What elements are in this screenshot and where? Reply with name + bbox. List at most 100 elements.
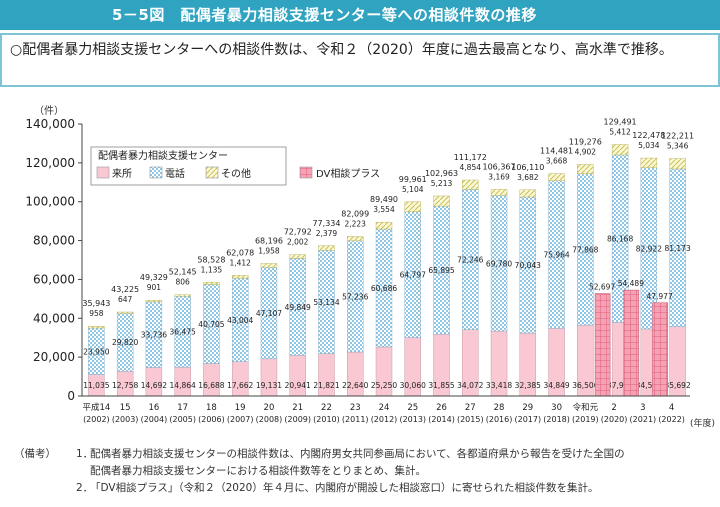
bar-other bbox=[669, 158, 686, 170]
x-tick-label: 22 bbox=[321, 403, 332, 413]
x-tick-year: (2011) bbox=[342, 415, 369, 424]
label-phone: 23,950 bbox=[83, 347, 109, 356]
label-visit: 19,131 bbox=[256, 381, 282, 390]
notes-label: （備考） bbox=[14, 448, 56, 460]
x-tick-year: (2017) bbox=[515, 415, 542, 424]
summary-box: ○配偶者暴力相談支援センターへの相談件数は、令和２（2020）年度に過去最高とな… bbox=[0, 33, 720, 87]
y-axis: 0 20,000 40,000 60,000 80,000 100,000 120,000 1… bbox=[25, 117, 82, 403]
bar-visit bbox=[203, 363, 220, 397]
bar-other bbox=[640, 157, 658, 169]
legend-swatch-visit bbox=[96, 166, 110, 179]
label-visit: 14,692 bbox=[141, 381, 167, 390]
figure-title: 5－5図 配偶者暴力相談支援センター等への相談件数の推移 bbox=[0, 0, 720, 30]
bar-other bbox=[88, 325, 105, 329]
label-other: 1,135 bbox=[201, 265, 223, 274]
bar-other bbox=[577, 164, 594, 174]
label-total: 43,225 bbox=[111, 285, 139, 294]
label-total: 62,078 bbox=[226, 248, 254, 257]
label-total: 106,110 bbox=[511, 163, 544, 172]
label-phone: 75,964 bbox=[543, 250, 569, 259]
y-axis-unit: （件） bbox=[34, 105, 64, 117]
label-visit: 34,072 bbox=[457, 381, 483, 390]
label-other: 806 bbox=[176, 278, 191, 287]
label-visit: 32,385 bbox=[515, 381, 541, 390]
y-tick-label: 100,000 bbox=[25, 195, 75, 209]
x-tick-label: 17 bbox=[177, 403, 188, 413]
bar-other bbox=[404, 201, 421, 212]
x-tick-year: (2006) bbox=[198, 415, 225, 424]
chart: （件） 0 20,000 40,000 60,000 80,000 100,000 120,… bbox=[25, 105, 715, 429]
label-other: 3,668 bbox=[546, 157, 568, 166]
summary-text: ○配偶者暴力相談支援センターへの相談件数は、令和２（2020）年度に過去最高とな… bbox=[10, 42, 673, 58]
note-1-num: 1． bbox=[76, 448, 94, 460]
label-other: 3,682 bbox=[517, 173, 539, 182]
label-phone: 47,107 bbox=[256, 309, 282, 318]
label-visit: 21,821 bbox=[313, 381, 339, 390]
label-other: 1,412 bbox=[229, 258, 251, 267]
x-tick-label: 平成14 bbox=[82, 402, 110, 413]
label-visit: 30,060 bbox=[400, 381, 426, 390]
label-phone: 57,236 bbox=[342, 292, 368, 301]
x-tick-year: (2019) bbox=[572, 415, 599, 424]
legend-swatch-other bbox=[205, 166, 219, 179]
bar-other bbox=[145, 299, 163, 303]
label-total: 89,490 bbox=[370, 195, 398, 204]
x-tick-label: 19 bbox=[235, 403, 246, 413]
x-tick-year: (2022) bbox=[658, 415, 685, 424]
label-phone: 53,134 bbox=[313, 298, 339, 307]
label-dv-plus: 52,697 bbox=[589, 283, 615, 292]
bar-dv-plus bbox=[623, 289, 640, 397]
x-tick-year: (2009) bbox=[284, 415, 311, 424]
label-phone: 36,475 bbox=[170, 328, 196, 337]
y-tick-label: 20,000 bbox=[33, 350, 75, 364]
x-tick-label: 4 bbox=[669, 403, 674, 413]
label-phone: 65,895 bbox=[428, 266, 454, 275]
y-tick-label: 140,000 bbox=[25, 117, 75, 131]
x-tick-label: 27 bbox=[465, 403, 476, 413]
bar-other bbox=[260, 263, 278, 268]
label-dv-plus: 54,489 bbox=[618, 279, 644, 288]
bar-other bbox=[116, 311, 134, 314]
label-visit: 20,941 bbox=[285, 381, 311, 390]
label-other: 2,379 bbox=[316, 229, 338, 238]
legend-box bbox=[90, 146, 287, 186]
label-phone: 70,043 bbox=[515, 261, 541, 270]
bar-other bbox=[611, 144, 629, 156]
label-phone: 86,168 bbox=[607, 235, 633, 244]
label-total: 122,478 bbox=[632, 131, 665, 140]
bar-other bbox=[519, 189, 537, 198]
label-visit: 34,522 bbox=[636, 381, 662, 390]
label-total: 111,172 bbox=[454, 153, 487, 162]
x-tick-label: 18 bbox=[206, 403, 217, 413]
x-tick-label: 16 bbox=[148, 403, 159, 413]
label-other: 2,002 bbox=[287, 238, 309, 247]
label-phone: 40,705 bbox=[198, 320, 224, 329]
label-visit: 34,849 bbox=[543, 381, 569, 390]
label-visit: 35,692 bbox=[664, 381, 690, 390]
note-2-text: 「DV相談プラス」（令和２（2020）年４月に、内閣府が開設した相談窓口）に寄せ… bbox=[90, 482, 599, 494]
notes: （備考） 1． 配偶者暴力相談支援センターの相談件数は、内閣府男女共同参画局にお… bbox=[14, 446, 714, 497]
label-other: 3,169 bbox=[488, 172, 510, 181]
y-tick-label: 0 bbox=[67, 389, 75, 403]
x-tick-year: (2005) bbox=[169, 415, 196, 424]
x-tick-year: (2013) bbox=[399, 415, 426, 424]
bar-other bbox=[490, 189, 508, 196]
bar-visit bbox=[231, 361, 249, 397]
label-visit: 16,688 bbox=[198, 381, 224, 390]
x-tick-year: (2007) bbox=[227, 415, 254, 424]
x-tick-label: 21 bbox=[292, 403, 303, 413]
label-total: 58,528 bbox=[197, 255, 225, 264]
label-total: 49,329 bbox=[140, 273, 168, 282]
bar-other bbox=[318, 245, 335, 251]
label-other: 5,104 bbox=[402, 185, 424, 194]
x-tick-year: (2021) bbox=[630, 415, 657, 424]
x-tick-year: (2015) bbox=[457, 415, 484, 424]
label-other: 5,412 bbox=[609, 127, 631, 136]
note-1-cont: 配偶者暴力相談支援センターにおける相談件数等をとりまとめ、集計。 bbox=[90, 465, 426, 477]
label-total: 122,211 bbox=[661, 132, 694, 141]
label-other: 4,902 bbox=[575, 147, 597, 156]
x-axis: 平成14 (2002) 15 (2003) 16 (2004) 17 (2005) 18 (200… bbox=[82, 402, 684, 424]
label-phone: 72,246 bbox=[457, 256, 483, 265]
y-tick-label: 120,000 bbox=[25, 156, 75, 170]
